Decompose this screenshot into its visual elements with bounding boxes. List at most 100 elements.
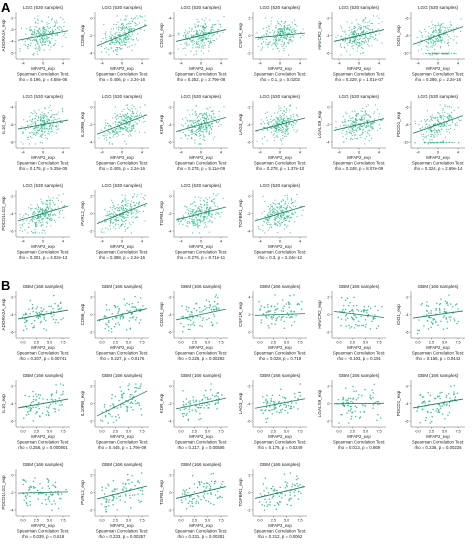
data-point (116, 306, 119, 308)
data-point (191, 36, 193, 38)
data-point (208, 306, 211, 309)
data-point (442, 112, 444, 114)
data-point (291, 212, 293, 214)
data-point (444, 136, 446, 138)
scatter-plot-b-7: GBM (166 samples)IL10_exp-6-4-20.0 2.5 5.0… (1, 373, 70, 450)
data-point (266, 306, 269, 308)
data-point (439, 35, 441, 37)
data-point (34, 22, 36, 24)
scatter-plot-a-4: LGG (530 samples)CSF1R_exp-202-4 0 4MFAP2_… (238, 5, 307, 82)
data-point (443, 52, 445, 54)
data-point (374, 305, 376, 308)
data-point (106, 324, 108, 326)
x-tick-label: 2.5 (350, 341, 355, 345)
data-point (373, 112, 375, 115)
data-point (433, 41, 435, 43)
data-point (192, 39, 195, 41)
data-point (185, 117, 187, 119)
y-axis-label: HAVCR2_exp (317, 300, 322, 329)
data-point (199, 311, 201, 313)
data-point (262, 121, 264, 123)
data-point (44, 128, 46, 130)
correlation-stat: rho = -0.103, p = 0.191 (337, 356, 381, 361)
x-tick-label: 5.0 (442, 341, 447, 345)
data-point (115, 24, 117, 26)
data-point (349, 310, 351, 313)
data-point (214, 198, 216, 200)
data-point (278, 129, 280, 131)
data-point (291, 31, 294, 33)
data-point (448, 36, 450, 38)
data-point (22, 143, 24, 145)
data-point (210, 206, 212, 208)
data-point (350, 120, 352, 122)
fit-line (254, 117, 306, 132)
data-point (432, 27, 434, 29)
data-point (208, 317, 210, 319)
data-point (282, 119, 284, 121)
data-point (117, 29, 120, 31)
data-point (280, 120, 282, 122)
data-point (453, 109, 455, 111)
data-point (187, 307, 190, 309)
data-point (121, 40, 123, 42)
data-point (208, 231, 210, 233)
data-point (425, 30, 427, 33)
data-point (122, 223, 124, 225)
y-tick-label: 0 (90, 402, 92, 406)
data-point (121, 208, 123, 210)
data-point (34, 127, 36, 130)
data-point (197, 206, 199, 208)
data-point (275, 308, 277, 310)
data-point (294, 119, 296, 121)
data-point (133, 30, 135, 33)
data-point (283, 29, 286, 31)
data-point (425, 52, 427, 55)
data-point (36, 395, 38, 398)
subplot-title: LGG (530 samples) (339, 94, 380, 99)
data-point (112, 50, 114, 52)
data-point (456, 36, 458, 38)
data-point (433, 128, 436, 130)
data-point (274, 323, 276, 325)
data-point (345, 111, 347, 113)
data-point (39, 316, 42, 318)
x-tick-label: 0 (279, 62, 281, 66)
data-point (200, 214, 203, 216)
data-point (193, 35, 195, 37)
data-point (27, 48, 29, 50)
data-point (361, 52, 364, 54)
data-point (194, 26, 196, 29)
data-point (289, 105, 291, 107)
data-point (282, 134, 284, 137)
data-point (30, 132, 32, 134)
data-point (48, 305, 50, 308)
data-point (54, 402, 57, 404)
data-point (363, 305, 366, 308)
x-tick-label: 4 (141, 240, 143, 244)
data-point (347, 304, 350, 307)
data-point (443, 315, 446, 317)
data-point (115, 223, 117, 225)
data-point (201, 29, 203, 31)
data-point (38, 311, 41, 314)
data-point (431, 133, 433, 136)
data-point (300, 31, 302, 33)
data-point (209, 219, 211, 221)
data-point (432, 141, 434, 143)
data-point (275, 120, 277, 122)
data-point (356, 115, 358, 118)
data-point (274, 203, 277, 206)
data-point (37, 126, 40, 128)
data-point (276, 42, 278, 44)
data-point (273, 127, 276, 129)
data-point (352, 317, 354, 319)
data-point (437, 53, 439, 55)
data-point (119, 113, 121, 115)
correlation-stat: rho = 0.207, p = 0.00741 (19, 356, 67, 361)
data-point (52, 197, 54, 199)
y-axis-label: ADORA2A_exp (1, 19, 6, 51)
data-point (212, 193, 215, 195)
subplot-title: GBM (166 samples) (23, 373, 64, 378)
data-point (199, 44, 201, 46)
